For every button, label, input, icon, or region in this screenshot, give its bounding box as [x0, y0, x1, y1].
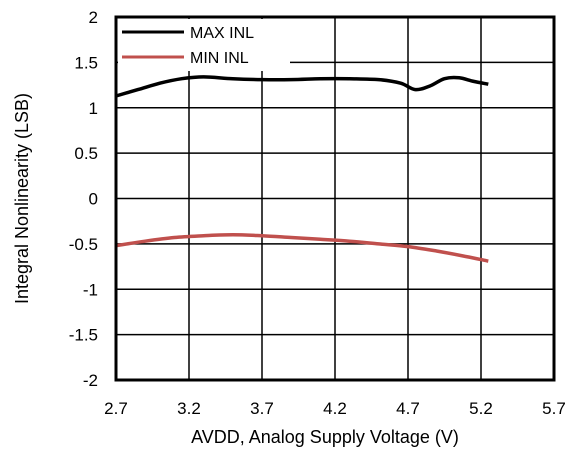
y-tick-label: 1.5: [74, 53, 98, 72]
y-axis-title: Integral Nonlinearity (LSB): [12, 93, 32, 304]
y-tick-label: 0: [89, 190, 98, 209]
y-tick-labels: 2 1.5 1 0.5 0 -0.5 -1 -1.5 -2: [69, 8, 98, 390]
x-tick-label: 2.7: [104, 399, 128, 418]
x-tick-labels: 2.7 3.2 3.7 4.2 4.7 5.2 5.7: [104, 399, 566, 418]
x-tick-label: 3.7: [250, 399, 274, 418]
y-tick-label: 2: [89, 8, 98, 27]
y-tick-label: 1: [89, 99, 98, 118]
legend-label-max-inl: MAX INL: [190, 25, 254, 42]
legend: MAX INL MIN INL: [118, 19, 290, 71]
x-tick-label: 3.2: [177, 399, 201, 418]
x-axis-title: AVDD, Analog Supply Voltage (V): [191, 427, 459, 447]
series-layer: [115, 75, 489, 263]
grid: [115, 16, 555, 381]
x-tick-label: 5.2: [469, 399, 493, 418]
y-tick-label: 0.5: [74, 144, 98, 163]
y-tick-label: -2: [83, 371, 98, 390]
x-tick-label: 4.2: [323, 399, 347, 418]
x-tick-label: 4.7: [396, 399, 420, 418]
legend-box: [118, 19, 290, 71]
legend-label-min-inl: MIN INL: [190, 50, 249, 67]
series-line-min-inl: [115, 233, 489, 263]
plot-frame: [114, 15, 556, 382]
y-tick-label: -1: [83, 280, 98, 299]
series-line-max-inl: [115, 75, 489, 98]
y-tick-label: -1.5: [69, 326, 98, 345]
x-tick-label: 5.7: [542, 399, 566, 418]
y-tick-label: -0.5: [69, 235, 98, 254]
